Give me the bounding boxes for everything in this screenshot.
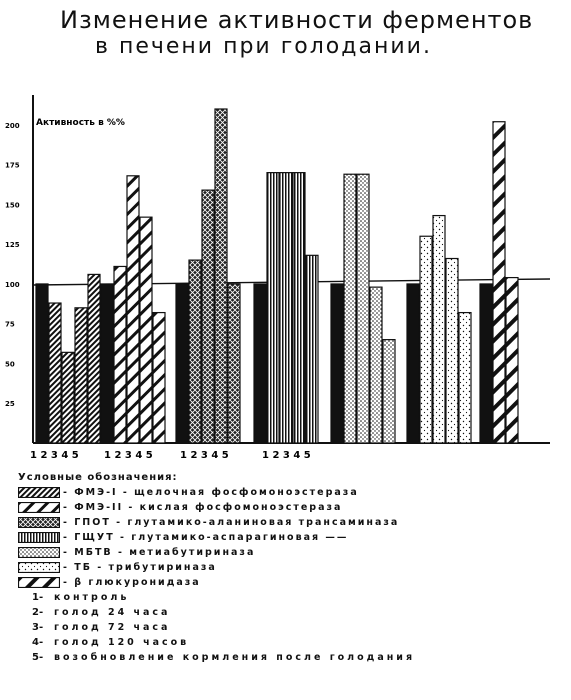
condition-number: 5- [32,652,44,663]
bar [87,273,101,444]
bar [479,283,493,444]
bar [100,283,114,444]
legend-label: - β глюкуронидаза [63,577,201,588]
legend-label: - ТБ - трибутириназа [63,562,217,573]
condition-text: голод 24 часа [54,607,171,618]
bar [505,276,519,444]
condition-list: 1- контроль 2- голод 24 часа 3- голод 72 часа… [18,590,563,665]
bar [382,339,396,444]
legend-label: - ГЩУТ - глутамико-аспарагиновая —— [63,532,349,543]
bar [214,108,228,444]
legend-item: - ГПОТ - глутамико-аланиновая трансамина… [18,515,563,530]
bar [330,283,344,444]
y-tick-label: 175 [5,162,20,170]
bars [35,108,519,444]
condition-text: возобновление кормления после голодания [54,652,416,663]
bar [279,172,293,444]
y-tick-label: 75 [5,321,15,329]
legend-label: - ФМЭ-II - кислая фосфомоноэстераза [63,502,343,513]
bar [139,216,153,444]
legend-swatch [18,562,60,573]
condition-item: 2- голод 24 часа [18,605,563,620]
legend-item: - ТБ - трибутириназа [18,560,563,575]
legend-title: Условные обозначения: [18,472,178,483]
chart-area: Активность в %% 25 50 75 100 125 150 175 200 1 … [5,95,551,461]
bar [253,283,267,444]
condition-item: 3- голод 72 часа [18,620,563,635]
bar [126,175,140,444]
condition-text: голод 72 часа [54,622,171,633]
x-tick-label: 1 2 3 4 5 [30,450,79,461]
bar [48,302,62,444]
y-tick-label: 50 [5,360,15,368]
bar [61,351,75,444]
condition-text: голод 120 часов [54,637,190,648]
legend-swatch [18,502,60,513]
bar [419,235,433,444]
chart-title-line1: Изменение активности ферментов [60,6,534,34]
legend-label: - МБТВ - метиабутириназа [63,547,256,558]
x-tick-label: 1 2 3 4 5 [104,450,153,461]
bar [35,283,49,444]
bar [292,172,306,444]
bar [445,257,459,444]
x-tick-label: 1 2 3 4 5 [262,450,311,461]
y-tick-labels: 25 50 75 100 125 150 175 200 [5,122,20,408]
y-tick-label: 200 [5,122,20,130]
bar [113,265,127,444]
legend-label: - ФМЭ-I - щелочная фосфомоноэстераза [63,487,359,498]
condition-number: 4- [32,637,44,648]
bar [201,189,215,444]
bar [74,307,88,444]
bar [266,172,280,444]
x-tick-label: 1 2 3 4 5 [180,450,229,461]
legend-swatch [18,547,60,558]
bar [369,286,383,444]
bar [432,214,446,444]
legend-label: - ГПОТ - глутамико-аланиновая трансамина… [63,517,400,528]
bar [406,283,420,444]
bar [356,173,370,444]
legend-swatch [18,487,60,498]
y-axis-label: Активность в %% [36,118,125,128]
legend-item: - β глюкуронидаза [18,575,563,590]
condition-text: контроль [54,592,130,603]
bar [305,254,319,444]
condition-item: 5- возобновление кормления после голодани… [18,650,563,665]
bar [188,259,202,444]
bar [492,121,506,444]
y-tick-label: 125 [5,241,20,249]
condition-number: 2- [32,607,44,618]
chart-title-line2: в печени при голодании. [95,34,432,59]
legend: Условные обозначения: - ФМЭ-I - щелочная… [18,472,563,665]
legend-swatch [18,577,60,588]
legend-swatch [18,517,60,528]
bar [175,283,189,444]
condition-number: 3- [32,622,44,633]
y-tick-label: 25 [5,400,15,408]
condition-number: 1- [32,592,44,603]
legend-item: - ГЩУТ - глутамико-аспарагиновая —— [18,530,563,545]
legend-items: - ФМЭ-I - щелочная фосфомоноэстераза - ФМ… [18,485,563,590]
condition-item: 4- голод 120 часов [18,635,563,650]
y-tick-label: 100 [5,281,20,289]
bar [152,311,166,444]
y-tick-label: 150 [5,201,20,209]
condition-item: 1- контроль [18,590,563,605]
legend-item: - ФМЭ-II - кислая фосфомоноэстераза [18,500,563,515]
bar [227,283,241,444]
bar [343,173,357,444]
bar [458,311,472,444]
legend-item: - ФМЭ-I - щелочная фосфомоноэстераза [18,485,563,500]
legend-swatch [18,532,60,543]
legend-item: - МБТВ - метиабутириназа [18,545,563,560]
x-tick-labels: 1 2 3 4 5 1 2 3 4 5 1 2 3 4 5 1 2 3 4 5 [30,450,311,461]
